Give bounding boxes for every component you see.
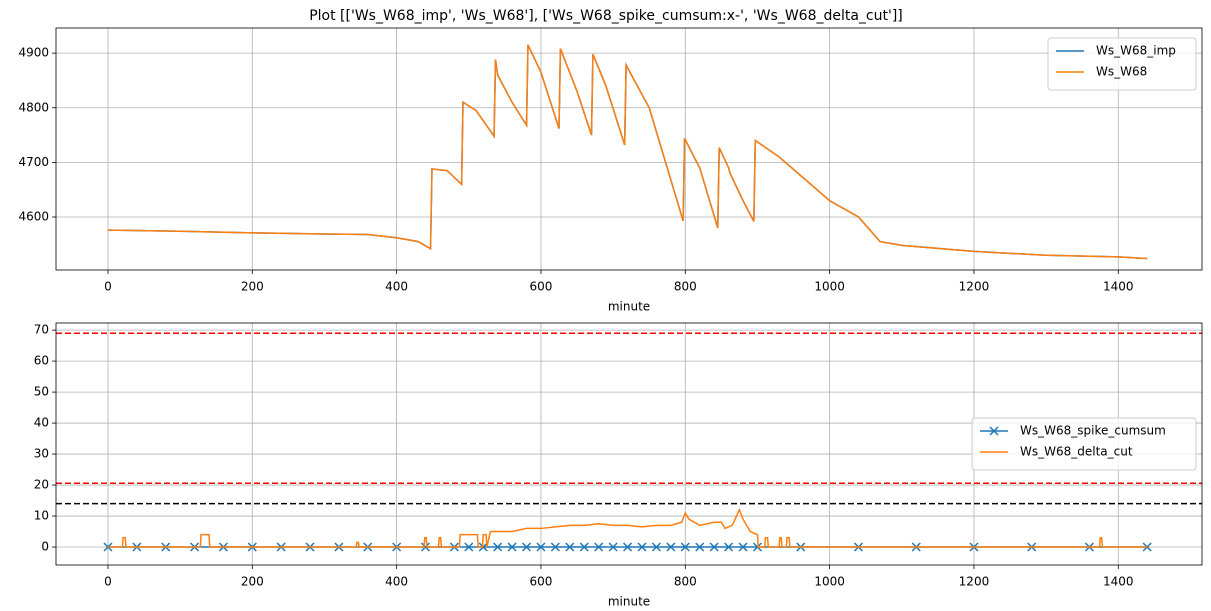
plot-area — [56, 332, 1202, 552]
marker — [637, 542, 647, 552]
x-tick-label: 400 — [385, 280, 408, 294]
x-tick-label: 200 — [241, 575, 264, 589]
marker — [550, 542, 560, 552]
y-tick-label: 40 — [34, 416, 49, 430]
marker — [507, 542, 517, 552]
marker — [709, 542, 719, 552]
x-tick-label: 1000 — [814, 280, 845, 294]
legend-label: Ws_W68 — [1096, 65, 1147, 79]
legend-box — [1047, 37, 1197, 91]
legend-box — [971, 417, 1197, 471]
x-axis-label: minute — [608, 595, 650, 609]
x-tick-label: 1200 — [959, 280, 990, 294]
x-tick-label: 1000 — [814, 575, 845, 589]
y-tick-label: 4700 — [18, 155, 49, 169]
legend-label: Ws_W68_spike_cumsum — [1020, 424, 1166, 438]
x-tick-label: 600 — [530, 280, 553, 294]
axes-frame — [55, 322, 1203, 566]
legend-label: Ws_W68_delta_cut — [1020, 445, 1133, 459]
plot-area — [107, 44, 1148, 260]
y-tick-label: 30 — [34, 447, 49, 461]
series-line — [107, 507, 1148, 548]
marker — [493, 542, 503, 552]
x-tick-label: 800 — [674, 575, 697, 589]
y-tick-label: 4900 — [18, 46, 49, 60]
x-tick-label: 1200 — [959, 575, 990, 589]
x-tick-label: 200 — [241, 280, 264, 294]
marker — [666, 542, 676, 552]
y-tick-label: 10 — [34, 509, 49, 523]
marker — [521, 542, 532, 552]
y-tick-label: 4600 — [18, 210, 49, 224]
x-tick-label: 800 — [674, 280, 697, 294]
marker — [623, 542, 633, 552]
marker — [594, 542, 604, 552]
marker — [608, 542, 618, 552]
x-tick-label: 0 — [104, 280, 112, 294]
marker — [724, 542, 734, 552]
x-tick-label: 1400 — [1103, 575, 1134, 589]
marker — [651, 542, 661, 552]
x-tick-label: 0 — [104, 575, 112, 589]
marker — [579, 542, 589, 552]
marker — [536, 542, 546, 552]
y-tick-label: 60 — [34, 354, 49, 368]
axes-frame — [55, 27, 1203, 271]
marker — [680, 542, 690, 552]
x-tick-label: 400 — [385, 575, 408, 589]
y-tick-label: 0 — [41, 540, 49, 554]
marker — [565, 542, 575, 552]
marker — [695, 542, 705, 552]
legend-marker — [989, 426, 999, 436]
marker — [420, 542, 431, 552]
figure-title: Plot [['Ws_W68_imp', 'Ws_W68'], ['Ws_W68… — [309, 8, 903, 24]
series-line — [107, 44, 1148, 260]
marker — [464, 542, 474, 552]
x-tick-label: 600 — [530, 575, 553, 589]
legend-label: Ws_W68_imp — [1096, 44, 1176, 58]
marker — [738, 542, 748, 552]
y-tick-label: 4800 — [18, 100, 49, 114]
y-tick-label: 20 — [34, 478, 49, 492]
x-tick-label: 1400 — [1103, 280, 1134, 294]
x-axis-label: minute — [608, 300, 650, 314]
y-tick-label: 50 — [34, 385, 49, 399]
y-tick-label: 70 — [34, 323, 49, 337]
